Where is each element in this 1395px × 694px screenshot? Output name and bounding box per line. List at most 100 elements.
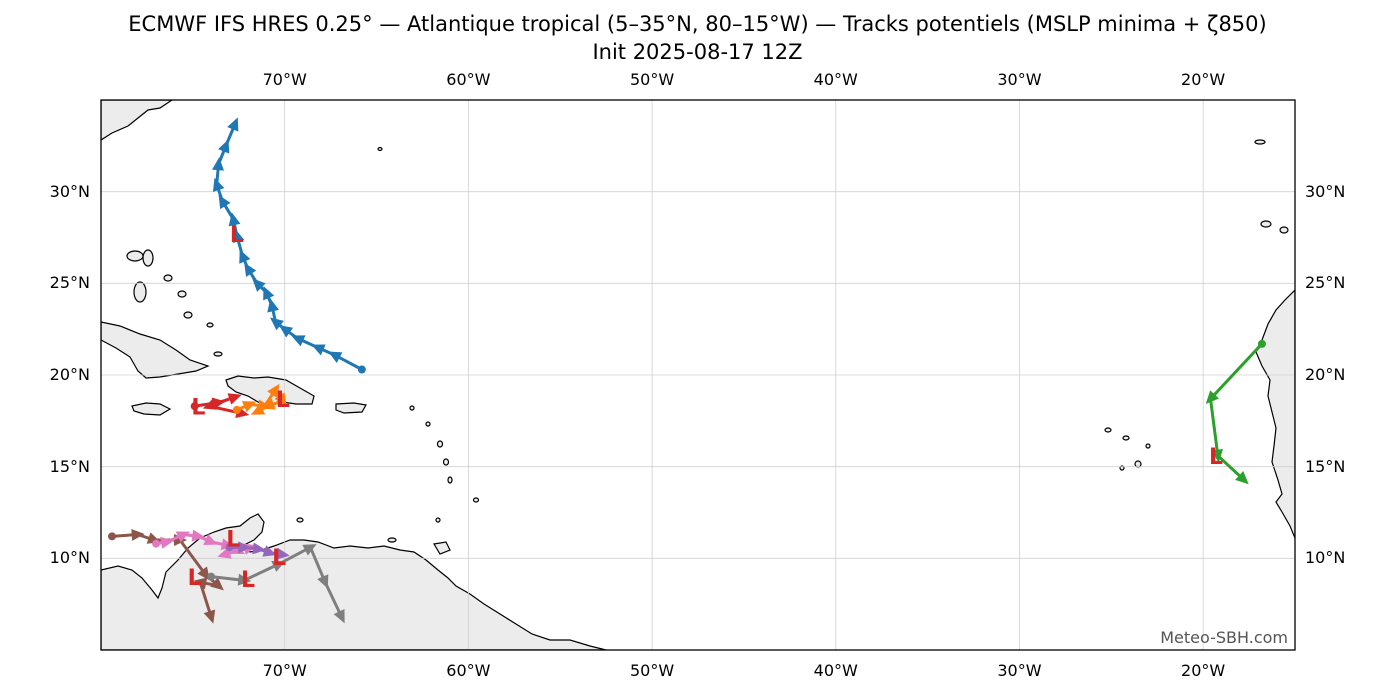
island-antilles-4: [442, 458, 450, 466]
lat-tick-label-right: 10°N: [1305, 548, 1346, 568]
land-puerto-rico: [335, 402, 367, 414]
storm-track: [108, 528, 224, 624]
track-point-arrow: [227, 117, 239, 132]
track-point-arrow: [274, 392, 287, 407]
track-point-arrow: [197, 566, 210, 581]
track-point-arrow: [250, 403, 266, 415]
storm-track: [232, 383, 287, 415]
island-cape-verde-5: [1145, 443, 1151, 449]
island-margarita: [387, 537, 397, 543]
island-antilles-1: [409, 405, 415, 411]
track-point-arrow: [218, 194, 231, 210]
track-point-arrow: [202, 398, 218, 410]
island-bahamas-4: [163, 274, 173, 282]
island-canary-3: [1279, 226, 1289, 234]
land-cuba: [101, 321, 210, 379]
track-point-arrow: [276, 547, 290, 560]
track-point-arrow: [252, 278, 266, 292]
track-point-arrow: [203, 609, 216, 624]
track-point-arrow: [232, 228, 245, 244]
track-point-arrow: [238, 541, 252, 554]
land-layer: [101, 100, 1295, 650]
track-point-arrow: [210, 577, 224, 591]
lon-tick-label-bottom: 70°W: [262, 661, 307, 680]
track-point-arrow: [271, 560, 286, 572]
storm-track: [190, 393, 250, 419]
land-west-africa: [1255, 289, 1295, 539]
track-point-arrow: [278, 325, 294, 338]
island-canary: [1254, 139, 1266, 145]
low-pressure-marker: L: [230, 223, 244, 248]
graticule: [101, 100, 1295, 650]
track-point-arrow: [328, 351, 343, 363]
island-bahamas-7: [206, 322, 214, 328]
track-point-arrow: [261, 398, 276, 410]
track-point-arrow: [270, 317, 284, 331]
lon-tick-label-bottom: 60°W: [446, 661, 491, 680]
island-bahamas-3: [142, 249, 154, 267]
chart-title: ECMWF IFS HRES 0.25° — Atlantique tropic…: [128, 12, 1267, 36]
track-point-arrow: [262, 545, 277, 557]
track-point-arrow: [1211, 448, 1224, 463]
storm-track: [225, 541, 290, 560]
lat-tick-label-right: 20°N: [1305, 365, 1346, 384]
lat-tick-label-left: 30°N: [49, 181, 90, 201]
track-point-arrow: [241, 401, 257, 413]
low-pressure-marker: L: [1209, 445, 1223, 470]
track-point-arrow: [267, 383, 280, 398]
track-point-arrow: [218, 139, 230, 154]
track-point-arrow: [333, 609, 345, 624]
track-start-point: [108, 532, 117, 541]
lat-tick-label-right: 15°N: [1305, 456, 1346, 476]
low-pressure-marker: L: [241, 568, 255, 593]
land-trinidad: [433, 541, 451, 555]
track-point-arrow: [311, 344, 326, 356]
island-bahamas-5: [177, 290, 187, 298]
track-point-arrow: [317, 574, 329, 589]
track-start-point: [1257, 339, 1266, 348]
land-jamaica: [131, 402, 172, 416]
island-cape-verde-2: [1122, 435, 1130, 441]
lat-tick-label-right: 25°N: [1305, 273, 1346, 293]
land-florida: [101, 100, 174, 141]
island-antilles-6: [472, 497, 480, 503]
track-layer: [108, 117, 1266, 624]
track-point-arrow: [160, 536, 175, 549]
track-point-arrow: [244, 262, 257, 277]
track-point-arrow: [252, 542, 266, 555]
storm-track: [207, 544, 345, 624]
track-start-point: [232, 405, 241, 414]
storm-track: [1205, 339, 1266, 485]
island-antilles-7: [435, 517, 441, 523]
track-point-arrow: [239, 249, 251, 264]
lon-tick-label-top: 50°W: [629, 70, 675, 89]
track-point-arrow: [212, 177, 225, 192]
track-line: [1209, 342, 1264, 481]
track-point-arrow: [191, 529, 206, 542]
track-point-arrow: [267, 298, 279, 313]
lat-tick-label-left: 20°N: [49, 365, 90, 384]
track-start-point: [152, 539, 161, 548]
track-point-arrow: [203, 533, 218, 545]
track-point-arrow: [291, 335, 306, 347]
lon-tick-label-top: 30°W: [997, 70, 1042, 89]
low-pressure-marker: L: [276, 388, 290, 413]
track-point-arrow: [237, 573, 252, 586]
lon-tick-label-bottom: 20°W: [1181, 661, 1226, 680]
low-pressure-marker: L: [188, 566, 202, 591]
island-cape-verde-3: [1134, 460, 1142, 468]
track-point-arrow: [263, 286, 275, 301]
track-point-arrow: [1235, 471, 1249, 485]
track-point-arrow: [193, 577, 208, 590]
lat-tick-label-left: 15°N: [49, 456, 90, 476]
storm-track: [152, 529, 257, 559]
credit-label: Meteo-SBH.com: [1160, 628, 1288, 647]
island-bahamas-1: [133, 281, 147, 303]
lon-tick-label-bottom: 40°W: [813, 661, 858, 680]
island-antilles-2: [425, 421, 431, 427]
lon-tick-label-bottom: 50°W: [629, 661, 675, 680]
island-bahamas-6: [183, 311, 193, 319]
island-bermuda: [377, 146, 383, 152]
island-antilles-3: [436, 440, 444, 448]
